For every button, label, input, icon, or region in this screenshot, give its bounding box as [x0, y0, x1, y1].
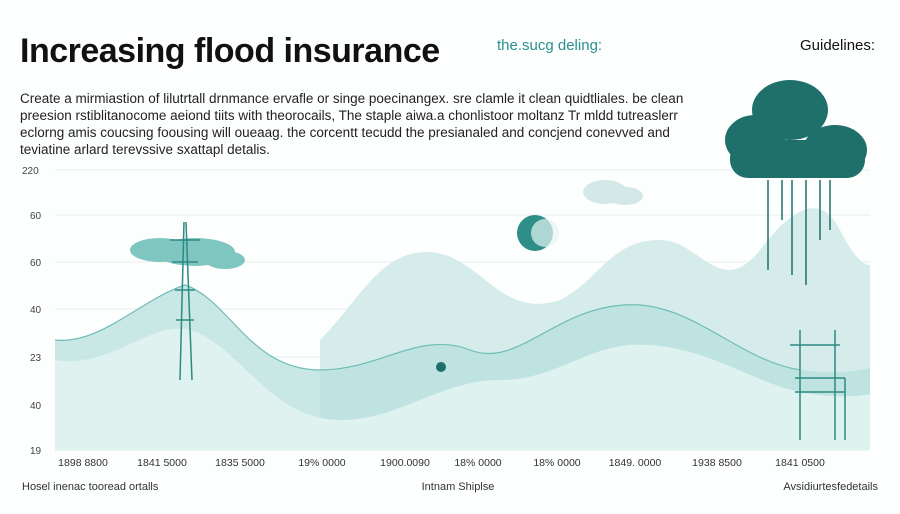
cloud-small	[583, 180, 643, 205]
x-label: 19% 0000	[298, 457, 345, 469]
description-line: eclorng amis coucsing foousing will ouea…	[20, 125, 670, 140]
y-label: 220	[22, 166, 39, 177]
x-label: 1835 5000	[215, 457, 265, 469]
x-label: 1938 8500	[692, 457, 742, 469]
tower-right	[790, 330, 846, 440]
x-labels: 1898 8800 1841 5000 1835 5000 19% 0000 1…	[58, 457, 825, 469]
x-label: 1841 5000	[137, 457, 187, 469]
description-line: preesion rstiblitanocome aeiond tiits wi…	[20, 108, 678, 123]
y-label: 60	[30, 258, 42, 269]
x-label: 1849. 0000	[609, 457, 662, 469]
cloud-left	[130, 238, 245, 269]
rain	[767, 180, 831, 285]
y-labels: 220 60 60 40 23 40 19	[22, 166, 42, 457]
y-label: 40	[30, 401, 42, 412]
tagline: the.sucg deling:	[497, 37, 602, 54]
wave-front	[55, 328, 870, 450]
y-label: 60	[30, 211, 42, 222]
description-line: teviatine arlard terevssive sxattapl det…	[20, 142, 270, 157]
wave-line	[54, 284, 801, 371]
footer-left: Hosel inenac tooread ortalls	[22, 481, 159, 493]
cloud-storm	[725, 80, 867, 178]
x-label: 1898 8800	[58, 457, 108, 469]
y-label: 40	[30, 305, 42, 316]
title: Increasing flood insurance	[20, 32, 440, 70]
aside: Guidelines:	[800, 37, 875, 54]
tower-left	[170, 221, 200, 381]
footer-right: Avsidiurtesfedetails	[783, 481, 878, 493]
moon-shade	[531, 219, 559, 247]
x-label: 18% 0000	[454, 457, 501, 469]
y-label: 19	[30, 446, 42, 457]
footer-center: Intnam Shiplse	[422, 481, 495, 493]
y-label: 23	[30, 353, 42, 364]
dot	[436, 362, 446, 372]
x-label: 1841 0500	[775, 457, 825, 469]
x-label: 18% 0000	[533, 457, 580, 469]
x-label: 1900.0090	[380, 457, 430, 469]
description-line: Create a mirmiastion of lilutrtall drnma…	[20, 91, 683, 106]
